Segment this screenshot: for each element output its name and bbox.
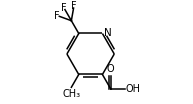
Text: F: F <box>54 11 60 21</box>
Text: N: N <box>104 28 112 38</box>
Text: O: O <box>107 64 115 74</box>
Text: F: F <box>71 1 77 11</box>
Text: CH₃: CH₃ <box>62 89 80 99</box>
Text: OH: OH <box>125 84 140 94</box>
Text: F: F <box>61 3 67 13</box>
